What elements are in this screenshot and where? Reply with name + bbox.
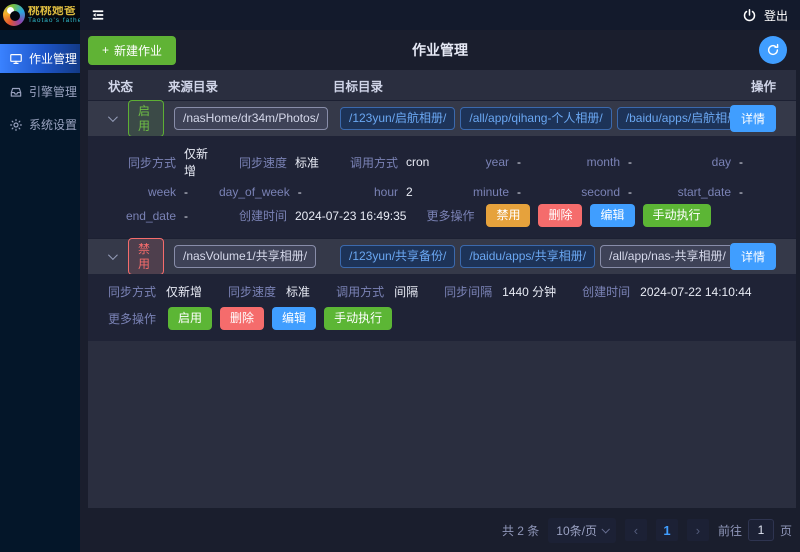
detail-field: 创建时间 2024-07-23 16:49:35 (238, 208, 407, 224)
refresh-icon (766, 43, 780, 57)
disable-button[interactable]: 禁用 (486, 204, 531, 228)
detail-field: 调用方式 cron (349, 155, 430, 170)
edit-button[interactable]: 编辑 (590, 204, 635, 228)
detail-field: 调用方式 间隔 (336, 285, 419, 300)
sidebar-item-engines[interactable]: 引擎管理 (0, 77, 80, 106)
job-detail-panel: 同步方式 仅新增 同步速度 标准 调用方式 cron year - month - day… (88, 136, 796, 239)
status-badge: 启用 (128, 100, 164, 137)
refresh-button[interactable] (759, 36, 787, 64)
prev-icon: ‹ (633, 522, 639, 538)
logo-icon (3, 4, 25, 26)
detail-field: year - (485, 155, 521, 169)
detail-field: week - (147, 184, 188, 199)
detail-field: 同步速度 标准 (228, 285, 311, 300)
manual-run-button[interactable]: 手动执行 (642, 204, 711, 228)
logo-subtitle: Taotao's father (28, 17, 80, 24)
detail-field: 创建时间 2024-07-22 14:10:44 (582, 284, 752, 300)
detail-field: 同步间隔 1440 分钟 (444, 285, 557, 300)
prev-page-button[interactable]: ‹ (624, 519, 647, 541)
app-logo: 桃桃她爸 Taotao's father (0, 0, 80, 30)
target-dir-tag: /baidu/apps/共享相册/ (460, 245, 596, 268)
monitor-icon (9, 52, 23, 66)
sidebar-item-settings[interactable]: 系统设置 (0, 110, 80, 139)
new-job-button[interactable]: + 新建作业 (88, 35, 177, 65)
detail-field: minute - (472, 184, 521, 199)
status-badge: 禁用 (128, 238, 164, 276)
column-header-source: 来源目录 (168, 79, 219, 94)
jobs-table: 状态 来源目录 目标目录 操作 启用 /nasHome/dr34m/Photos… (88, 70, 796, 508)
source-dir-tag: /nasHome/dr34m/Photos/ (174, 107, 329, 130)
page-title: 作业管理 (412, 42, 468, 58)
table-header-row: 状态 来源目录 目标目录 操作 (88, 70, 796, 100)
target-dir-tag: /123yun/共享备份/ (340, 245, 456, 268)
detail-field: 同步速度 标准 (238, 155, 320, 170)
sidebar-item-jobs[interactable]: 作业管理 (0, 44, 80, 73)
target-dir-tag: /all/app/nas-共享相册/ (600, 245, 730, 268)
column-header-target: 目标目录 (333, 79, 384, 94)
delete-button[interactable]: 删除 (538, 204, 583, 228)
detail-field: start_date - (677, 184, 743, 199)
topbar: 桃桃她爸 Taotao's father 登出 (0, 0, 800, 30)
next-icon: › (695, 522, 701, 538)
table-row: 启用 /nasHome/dr34m/Photos/ /123yun/启航相册/ … (88, 100, 796, 137)
sidebar-item-label: 系统设置 (29, 118, 78, 132)
delete-button[interactable]: 删除 (220, 307, 265, 331)
logout-label: 登出 (763, 8, 788, 23)
goto-page-input[interactable] (747, 519, 774, 541)
page-unit-label: 页 (779, 523, 792, 538)
expand-arrow-icon[interactable] (107, 250, 122, 261)
column-header-actions: 操作 (750, 79, 776, 94)
detail-field: end_date - (125, 208, 188, 223)
gear-icon (9, 118, 23, 132)
source-dir-tag: /nasVolume1/共享相册/ (174, 245, 317, 268)
page-size-select[interactable]: 10条/页 (548, 517, 616, 543)
power-icon (742, 8, 757, 23)
goto-label: 前往 (717, 523, 742, 538)
sidebar-item-label: 引擎管理 (29, 85, 78, 99)
table-row: 禁用 /nasVolume1/共享相册/ /123yun/共享备份/ /baid… (88, 238, 796, 276)
next-page-button[interactable]: › (686, 519, 709, 541)
detail-field: day_of_week - (219, 184, 302, 199)
detail-field: second - (581, 184, 632, 199)
detail-field: month - (586, 155, 632, 169)
detail-field: hour 2 (373, 184, 413, 199)
column-header-status: 状态 (108, 79, 134, 94)
main-content: 作业管理 + 新建作业 状态 来源目录 目标目录 操作 (80, 30, 800, 552)
detail-button[interactable]: 详情 (729, 105, 776, 132)
total-count: 共 2 条 (501, 523, 540, 538)
detail-field: 同步方式 仅新增 (108, 285, 203, 300)
sidebar-item-label: 作业管理 (29, 52, 78, 66)
chevron-down-icon (601, 525, 610, 534)
target-dir-tag: /123yun/启航相册/ (340, 107, 456, 130)
detail-button[interactable]: 详情 (729, 243, 776, 271)
more-actions-label: 更多操作 (426, 209, 475, 224)
enable-button[interactable]: 启用 (168, 307, 213, 331)
pagination: 共 2 条 10条/页 ‹ 1 › 前往 页 (80, 508, 800, 552)
logout-button[interactable]: 登出 (742, 7, 800, 24)
content-header: 作业管理 + 新建作业 (80, 30, 800, 70)
plus-icon: + (102, 43, 110, 57)
more-actions-label: 更多操作 (108, 312, 157, 327)
page-number-button[interactable]: 1 (655, 519, 678, 541)
job-detail-panel: 同步方式 仅新增 同步速度 标准 调用方式 间隔 同步间隔 1440 分钟 创建时间 20… (88, 274, 796, 342)
target-dir-tag: /all/app/qihang-个人相册/ (460, 107, 612, 130)
detail-field: day - (711, 155, 743, 169)
engine-icon (9, 85, 23, 99)
expand-arrow-icon[interactable] (107, 112, 122, 123)
sidebar: 作业管理 引擎管理 系统设置 (0, 30, 80, 552)
edit-button[interactable]: 编辑 (272, 307, 317, 331)
target-dir-tag: /baidu/apps/启航相册/ (616, 107, 730, 130)
detail-field: 同步方式 仅新增 (127, 147, 209, 178)
manual-run-button[interactable]: 手动执行 (324, 307, 393, 331)
logo-title: 桃桃她爸 (28, 5, 76, 17)
fold-menu-icon[interactable] (90, 7, 106, 23)
